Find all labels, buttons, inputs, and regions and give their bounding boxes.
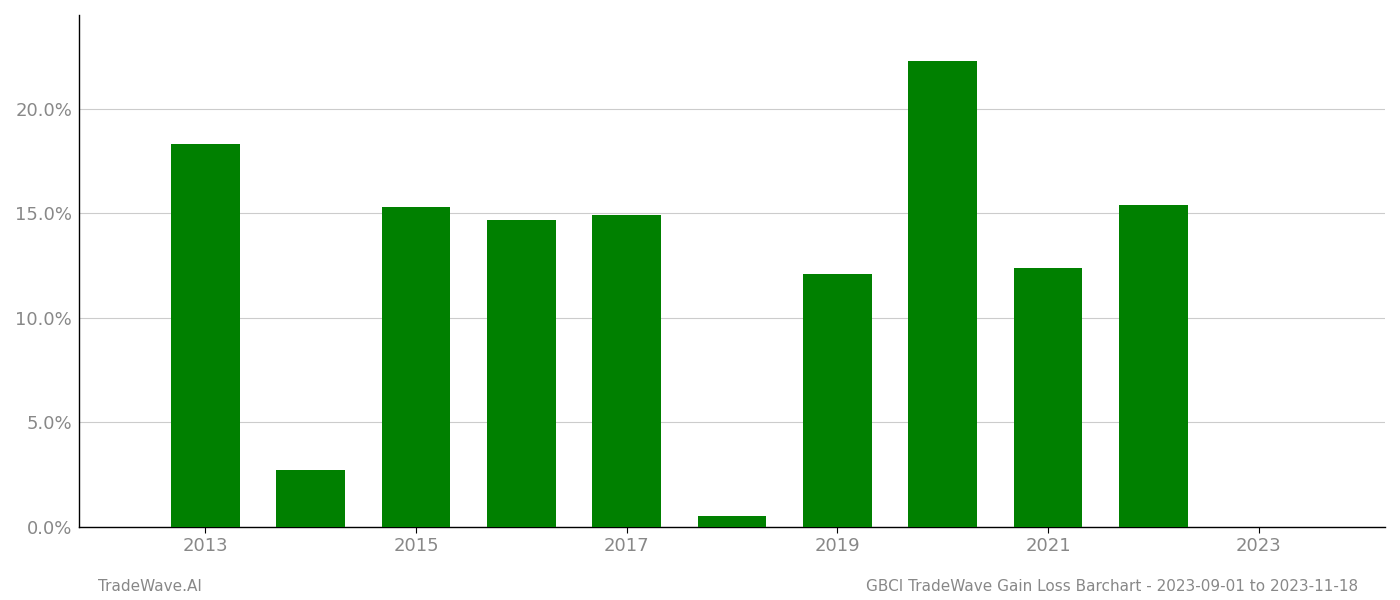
Bar (804, 274, 872, 527)
Bar (697, 516, 766, 527)
Bar (382, 207, 451, 527)
Bar (276, 470, 344, 527)
Bar (592, 215, 661, 527)
Text: GBCI TradeWave Gain Loss Barchart - 2023-09-01 to 2023-11-18: GBCI TradeWave Gain Loss Barchart - 2023… (865, 579, 1358, 594)
Bar (909, 61, 977, 527)
Bar (171, 145, 239, 527)
Bar (487, 220, 556, 527)
Bar (1014, 268, 1082, 527)
Text: TradeWave.AI: TradeWave.AI (98, 579, 202, 594)
Bar (1119, 205, 1187, 527)
